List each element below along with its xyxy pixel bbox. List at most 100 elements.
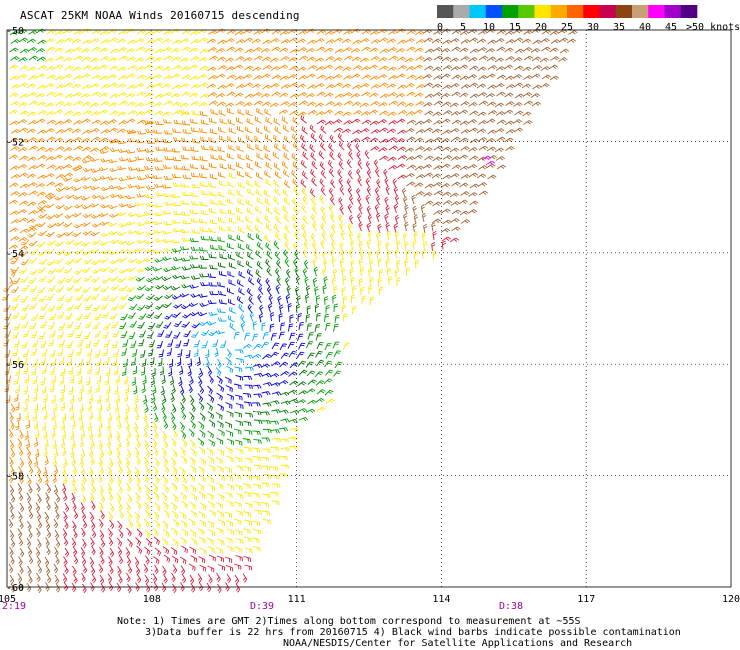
- wind-barb: [144, 303, 154, 310]
- wind-barb: [523, 100, 534, 106]
- wind-barb: [28, 574, 33, 584]
- wind-barb: [324, 75, 335, 81]
- wind-barb: [28, 464, 34, 475]
- wind-barb: [306, 56, 317, 62]
- wind-barb: [323, 109, 334, 115]
- wind-barb: [75, 313, 83, 321]
- wind-barb: [284, 257, 290, 268]
- wind-barb: [207, 565, 215, 573]
- wind-barb: [18, 511, 23, 521]
- wind-barb: [366, 205, 371, 216]
- wind-barb: [100, 303, 109, 310]
- wind-barb: [73, 509, 79, 520]
- wind-barb: [386, 230, 392, 241]
- wind-barb: [198, 556, 206, 564]
- wind-barb: [138, 338, 145, 347]
- wind-barb: [96, 358, 102, 367]
- wind-barb: [301, 204, 307, 214]
- wind-barb: [300, 159, 307, 169]
- wind-barb: [70, 411, 75, 421]
- wind-barb: [47, 285, 56, 292]
- wind-barb: [522, 66, 532, 72]
- wind-barb: [141, 358, 147, 367]
- wind-barb: [226, 438, 234, 446]
- wind-barb: [145, 202, 155, 207]
- wind-barb: [227, 181, 235, 188]
- wind-barb: [26, 83, 37, 89]
- wind-barb: [30, 294, 39, 301]
- wind-barb: [208, 236, 218, 242]
- wind-barb: [227, 287, 235, 295]
- wind-barbs-layer: [1, 28, 578, 594]
- wind-barb: [215, 457, 223, 465]
- wind-barb: [244, 412, 254, 418]
- wind-barb: [209, 244, 219, 250]
- wind-barb: [264, 108, 272, 116]
- wind-barb: [183, 330, 191, 338]
- wind-barb: [92, 304, 101, 312]
- wind-barb: [310, 169, 316, 178]
- wind-barb: [286, 268, 291, 279]
- wind-barb: [109, 65, 119, 71]
- wind-barb: [198, 173, 208, 179]
- wind-barb: [217, 191, 226, 198]
- wind-barb: [338, 196, 343, 207]
- wind-barb: [306, 388, 316, 394]
- wind-barb: [10, 219, 21, 224]
- wind-barb: [302, 151, 309, 160]
- wind-barb: [55, 39, 66, 44]
- wind-barb: [123, 375, 128, 385]
- wind-barb: [234, 546, 242, 553]
- wind-barb: [460, 146, 470, 151]
- wind-barb: [279, 304, 284, 314]
- wind-barb: [100, 510, 105, 520]
- wind-barb: [89, 57, 100, 63]
- note-line-1: Note: 1) Times are GMT 2)Times along bot…: [117, 616, 581, 627]
- wind-barb: [8, 244, 19, 250]
- wind-barb: [340, 250, 346, 260]
- wind-barb: [62, 177, 73, 182]
- wind-barb: [36, 118, 46, 124]
- wind-barb: [401, 187, 407, 198]
- wind-barb: [134, 57, 145, 63]
- wind-barb: [153, 536, 160, 546]
- wind-barb: [99, 258, 109, 264]
- wind-barb: [199, 474, 206, 483]
- wind-barb: [342, 66, 352, 72]
- wind-barb: [189, 30, 200, 36]
- wind-barb: [306, 370, 316, 377]
- wind-barb: [91, 29, 102, 35]
- wind-barb: [541, 29, 552, 35]
- wind-barb: [513, 57, 523, 62]
- wind-barb: [21, 321, 29, 329]
- wind-barb: [172, 519, 180, 528]
- wind-barb: [297, 312, 302, 322]
- wind-barb: [163, 464, 170, 474]
- wind-barb: [134, 201, 145, 207]
- wind-barb: [42, 402, 47, 412]
- wind-barb: [451, 164, 462, 170]
- wind-barb: [158, 357, 163, 367]
- wind-barb: [118, 268, 128, 274]
- wind-barb: [352, 305, 357, 315]
- wind-barb: [179, 385, 185, 395]
- wind-barb: [66, 357, 73, 366]
- wind-barb: [251, 38, 262, 44]
- wind-barb: [55, 101, 65, 106]
- wind-barb: [333, 37, 344, 43]
- wind-barb: [291, 153, 298, 162]
- wind-barb: [397, 65, 408, 70]
- wind-barb: [191, 110, 200, 116]
- wind-barb: [145, 128, 155, 133]
- wind-barb: [530, 48, 541, 53]
- wind-barb: [153, 203, 163, 208]
- wind-barb: [198, 57, 208, 62]
- wind-barb: [433, 55, 444, 61]
- wind-barb: [32, 392, 37, 402]
- wind-barb: [33, 384, 39, 393]
- wind-barb: [233, 383, 242, 390]
- wind-barb: [145, 39, 156, 44]
- wind-barb: [209, 264, 218, 270]
- wind-barb: [468, 37, 479, 43]
- wind-barb: [27, 66, 37, 72]
